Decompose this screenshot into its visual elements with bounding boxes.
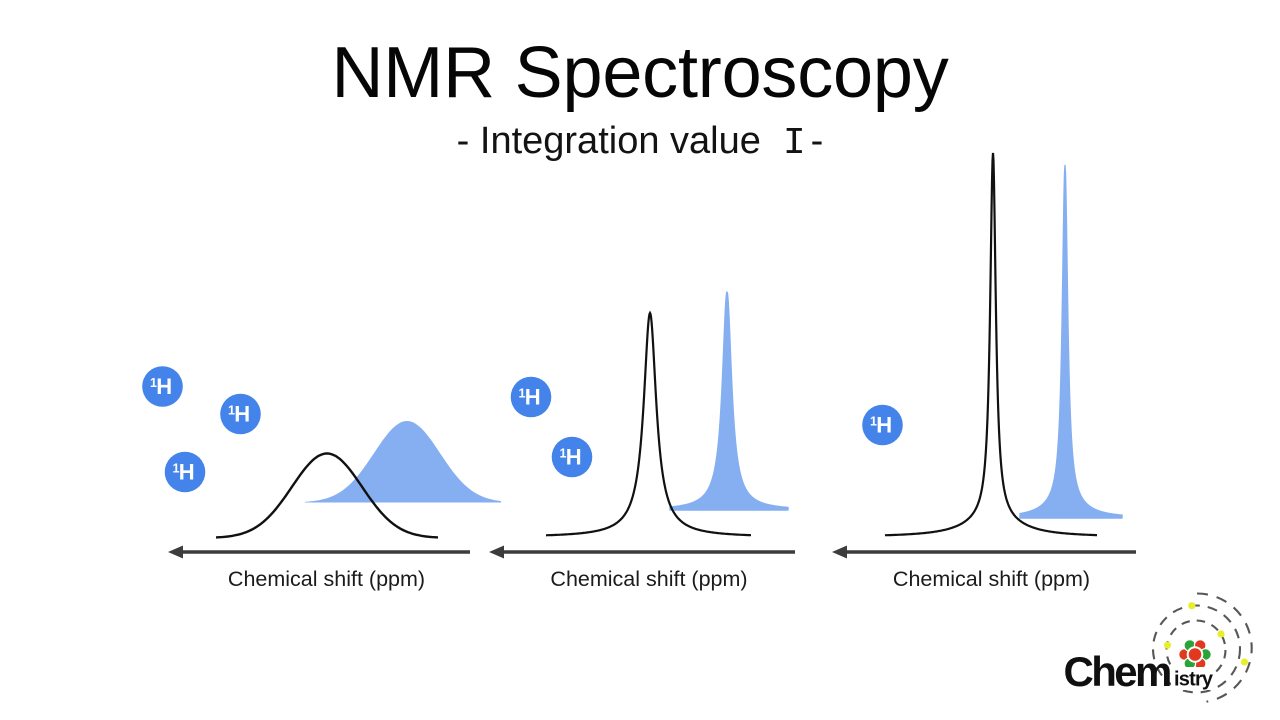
svg-text:1: 1	[173, 462, 180, 476]
svg-text:H: H	[525, 385, 541, 410]
svg-text:Chem: Chem	[1064, 648, 1171, 695]
svg-text:H: H	[234, 402, 250, 427]
svg-text:1: 1	[560, 447, 567, 461]
svg-text:Chemical shift (ppm): Chemical shift (ppm)	[228, 567, 425, 591]
svg-text:Chemical shift (ppm): Chemical shift (ppm)	[550, 567, 747, 591]
svg-text:1: 1	[870, 415, 877, 429]
svg-text:1: 1	[150, 376, 157, 390]
svg-text:H: H	[566, 445, 582, 470]
svg-text:H: H	[156, 374, 172, 399]
svg-text:Chemical shift (ppm): Chemical shift (ppm)	[893, 567, 1090, 591]
svg-text:1: 1	[228, 404, 235, 418]
svg-text:istry: istry	[1174, 669, 1214, 691]
svg-text:H: H	[876, 413, 892, 438]
svg-text:1: 1	[519, 387, 526, 401]
svg-text:H: H	[179, 460, 195, 485]
